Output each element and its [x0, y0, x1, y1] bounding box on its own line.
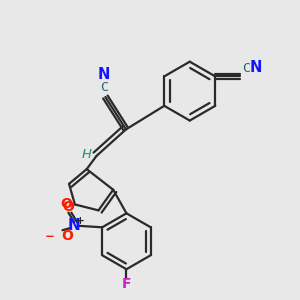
Text: O: O: [62, 200, 74, 214]
Text: −: −: [45, 230, 55, 243]
Text: H: H: [81, 148, 91, 161]
Text: N: N: [98, 67, 110, 82]
Text: C: C: [100, 81, 108, 94]
Text: F: F: [122, 277, 131, 291]
Text: +: +: [76, 215, 85, 226]
Text: N: N: [68, 218, 81, 233]
Text: O: O: [61, 229, 73, 243]
Text: C: C: [242, 62, 250, 75]
Text: N: N: [250, 60, 262, 75]
Text: O: O: [60, 197, 72, 212]
